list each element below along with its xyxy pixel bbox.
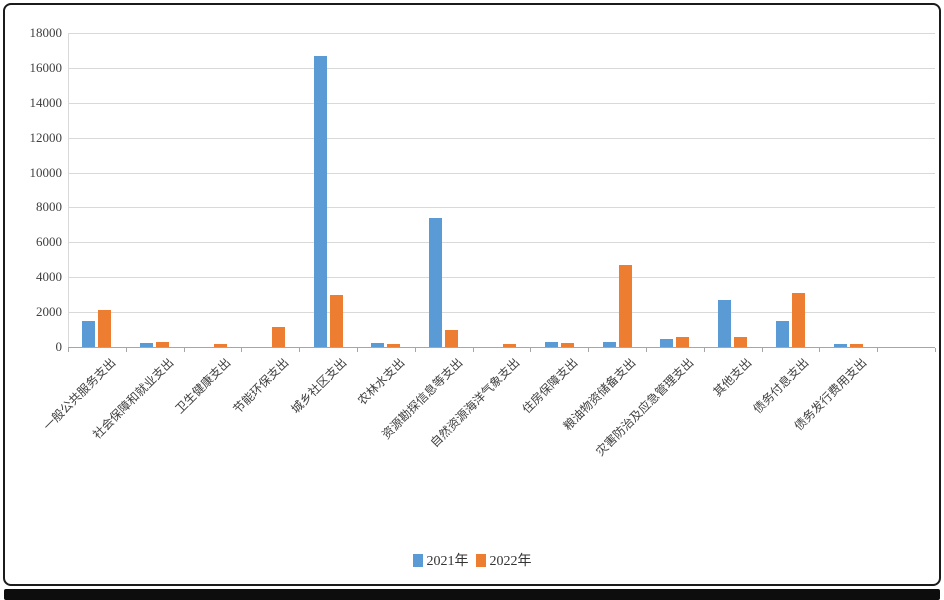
legend-label: 2021年: [426, 554, 469, 569]
y-axis-tick-label: 14000: [29, 94, 63, 110]
x-axis-category-label: 节能环保支出: [230, 355, 292, 417]
bar-2021年: [718, 299, 732, 347]
x-axis-category-label: 农林水支出: [354, 355, 408, 408]
gridline: [68, 33, 935, 34]
bar-2021年: [429, 217, 443, 347]
bar-2021年: [544, 342, 558, 347]
y-axis-tick-label: 4000: [36, 269, 62, 285]
legend-item-2021年: 2021年: [412, 550, 469, 570]
gridline: [68, 277, 935, 279]
bar-2021年: [313, 55, 327, 347]
bar-2022年: [156, 341, 170, 347]
x-axis-tick: [241, 348, 243, 352]
x-axis-tick: [703, 348, 705, 352]
bar-2021年: [833, 343, 847, 347]
bar-2022年: [792, 292, 805, 347]
x-axis-tick: [68, 348, 69, 352]
chart-frame: [3, 3, 941, 586]
y-axis-tick-label: 2000: [36, 304, 62, 320]
bar-2022年: [271, 326, 285, 347]
x-axis-tick: [357, 348, 358, 352]
bar-2022年: [98, 310, 112, 347]
bar-2021年: [660, 338, 674, 347]
bar-2021年: [82, 320, 96, 347]
bar-2022年: [676, 337, 690, 347]
bar-2022年: [503, 344, 516, 347]
bar-2021年: [371, 342, 385, 347]
x-axis-tick: [761, 348, 763, 352]
bar-2021年: [602, 341, 616, 347]
x-axis-tick: [935, 348, 936, 352]
gridline: [68, 172, 935, 174]
legend-item-2022年: 2022年: [475, 550, 532, 570]
x-axis-tick: [472, 348, 474, 352]
bar-2022年: [734, 337, 748, 347]
legend: 2021年 2022年: [0, 549, 944, 571]
bar-2022年: [849, 344, 863, 347]
gridline: [68, 67, 935, 69]
x-axis-tick: [530, 348, 532, 352]
x-axis-category-label: 其他支出: [710, 355, 755, 400]
x-axis-line: [68, 347, 935, 348]
x-axis-category-label: 灾害防治及应急管理支出: [592, 355, 697, 459]
y-axis-line: [68, 33, 69, 347]
x-axis-category-label: 卫生健康支出: [172, 355, 234, 417]
x-axis-tick: [414, 348, 416, 352]
y-axis-tick-label: 18000: [29, 25, 63, 40]
x-axis-tick: [299, 348, 301, 352]
bar-2021年: [140, 342, 154, 347]
x-axis-tick: [877, 348, 879, 352]
y-axis-tick-label: 0: [55, 339, 63, 354]
x-axis-category-label: 城乡社区支出: [288, 355, 350, 417]
gridline: [68, 102, 935, 104]
gridline: [68, 312, 935, 314]
gridline: [68, 137, 935, 139]
bar-2022年: [618, 265, 632, 347]
gridline: [68, 242, 935, 244]
bar-2022年: [387, 343, 401, 347]
legend-swatch-icon: [475, 553, 486, 567]
x-axis-tick: [183, 348, 185, 352]
gridline: [68, 207, 935, 209]
x-axis-tick: [125, 348, 127, 352]
y-axis-tick-label: 10000: [29, 164, 63, 180]
y-axis-tick-label: 16000: [29, 59, 63, 75]
bar-2022年: [329, 294, 343, 347]
legend-label: 2022年: [489, 554, 532, 569]
x-axis-tick: [646, 348, 647, 352]
bar-2022年: [560, 342, 574, 347]
bar-2022年: [445, 330, 459, 347]
bar-2022年: [214, 343, 227, 347]
y-axis-tick-label: 12000: [29, 129, 63, 145]
y-axis-tick-label: 6000: [36, 234, 62, 250]
bar-2021年: [776, 320, 789, 347]
y-axis-tick-label: 8000: [36, 199, 62, 215]
x-axis-tick: [819, 348, 821, 352]
bottom-black-bar: [4, 589, 940, 600]
x-axis-tick: [588, 348, 590, 352]
legend-swatch-icon: [412, 553, 423, 567]
